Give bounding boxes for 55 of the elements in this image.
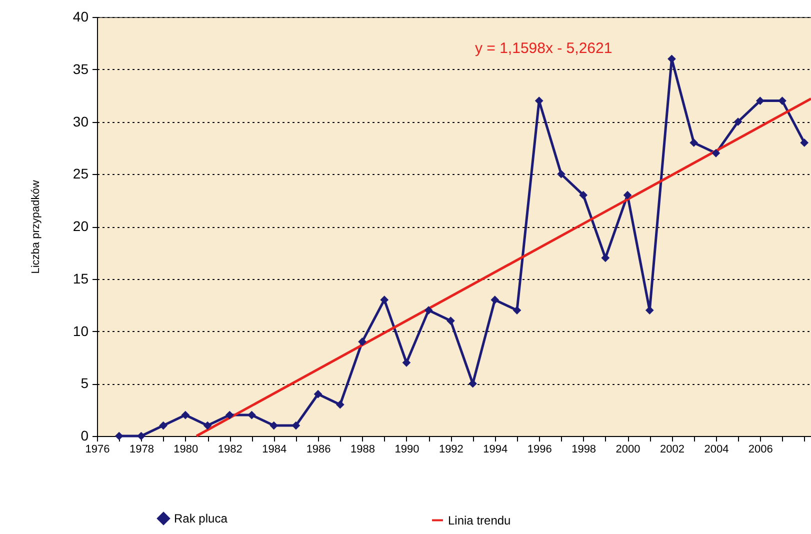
point [690,138,698,147]
point [336,400,344,409]
point [778,96,786,105]
x-tick-label: 1984 [262,444,287,456]
y-tick-label: 0 [80,428,89,444]
point [225,410,234,420]
x-tick-label: 1978 [129,444,154,456]
point [181,410,190,420]
point [446,316,455,325]
point [137,432,146,440]
point [402,358,411,367]
point [159,421,168,430]
point [358,338,366,346]
x-tick-label: 1998 [572,444,596,456]
y-tick-label: 40 [72,8,89,24]
point [512,306,522,314]
y-tick-label: 30 [72,113,89,130]
point [248,410,256,420]
x-tick-label: 1988 [350,444,376,456]
legend-label: Linia trendu [448,513,511,528]
point [203,421,212,430]
y-tick-label: 25 [72,166,89,182]
point [114,432,124,440]
point [800,138,809,147]
point [557,170,566,178]
x-tick-label: 2006 [748,444,773,456]
x-tick-label: 2004 [704,444,729,456]
point [579,190,588,200]
y-tick-label: 5 [80,375,89,392]
y-tick-label: 10 [72,322,89,339]
x-tick-label: 1990 [394,444,420,456]
point [623,190,632,200]
legend-label: Rak pluca [174,512,228,526]
x-tick-label: 1982 [218,444,242,456]
point [490,296,500,304]
x-tick-label: 1976 [85,444,110,456]
point [314,390,322,398]
y-axis-title: Liczba przypadków [30,180,42,274]
x-tick-label: 1992 [438,444,464,456]
y-tick-label: 20 [72,218,89,234]
x-tick-label: 1994 [483,444,508,456]
x-tick-label: 1986 [306,444,331,456]
x-tick-label: 1980 [174,444,198,456]
point [734,118,742,126]
point [601,254,610,262]
x-tick-label: 1996 [527,444,552,456]
y-tick-label: 15 [72,270,89,286]
y-tick-label: 35 [72,60,89,77]
point [292,421,300,430]
point [712,148,720,158]
point [380,296,389,304]
x-tick-label: 2002 [660,444,684,456]
annotation: y = 1,1598x - 5,2621 [475,40,612,57]
point [424,306,433,314]
x-tick-label: 2000 [616,444,640,456]
